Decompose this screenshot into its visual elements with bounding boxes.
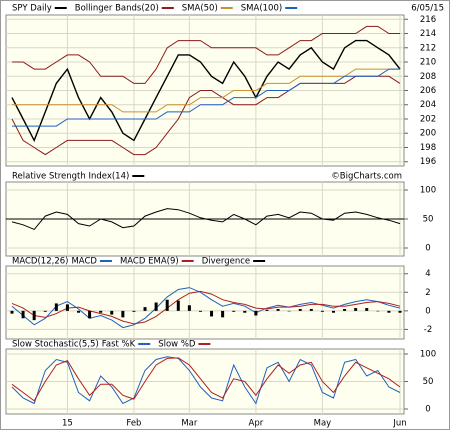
histogram-bar	[65, 304, 69, 311]
histogram-bar	[21, 310, 25, 319]
y-tick-label: 196	[420, 157, 436, 167]
series-line	[11, 356, 401, 405]
histogram-bar	[43, 310, 47, 312]
x-tick-label: Feb	[126, 419, 141, 429]
y-tick-label: 2	[425, 288, 430, 298]
y-tick-label: 100	[420, 186, 436, 196]
series-line	[12, 68, 400, 113]
legend-label: Divergence	[202, 257, 250, 267]
histogram-bar	[287, 310, 291, 312]
histogram-bar	[121, 310, 125, 318]
y-tick-label: 0	[425, 306, 430, 316]
x-tick-label: Jun	[392, 419, 406, 429]
legend-label: MACD	[71, 257, 97, 267]
histogram-bar	[143, 307, 147, 311]
legend-label: SMA(100)	[241, 4, 282, 14]
y-tick-label: 50	[423, 377, 434, 387]
histogram-bar	[154, 302, 158, 311]
legend-label: MACD EMA(9)	[120, 257, 179, 267]
y-tick-label: 0	[425, 244, 430, 254]
series-line-lower	[11, 75, 401, 156]
y-tick-label: 206	[420, 86, 436, 96]
y-tick-label: 4	[425, 269, 430, 279]
histogram-bar	[176, 300, 180, 311]
y-tick-label: -2	[424, 325, 432, 335]
series-line	[12, 25, 400, 84]
y-tick-label: 50	[423, 215, 434, 225]
histogram-bar	[221, 310, 225, 318]
histogram-bar	[54, 303, 58, 311]
histogram-bar	[387, 310, 391, 313]
y-tick-label: 100	[420, 350, 436, 360]
histogram-bar	[343, 309, 347, 311]
legend-label: SMA(50)	[182, 4, 218, 14]
y-tick-label: 202	[420, 114, 436, 124]
source-label: ©BigCharts.com	[331, 172, 402, 182]
histogram-bar	[298, 309, 302, 311]
legend-label: Fast %K	[102, 340, 136, 350]
panel-title: Slow Stochastic(5,5)	[12, 340, 99, 350]
histogram-bar	[32, 310, 36, 321]
x-tick-label: Apr	[249, 419, 264, 429]
legend-label: Slow %D	[158, 340, 196, 350]
histogram-bar	[132, 310, 136, 312]
series-line	[11, 208, 401, 231]
histogram-bar	[331, 310, 335, 313]
y-tick-label: 212	[420, 43, 436, 53]
histogram-bar	[243, 310, 247, 313]
histogram-bar	[198, 310, 202, 312]
histogram-bar	[187, 305, 191, 311]
panel	[5, 265, 405, 340]
panel-title: MACD(12,26)	[12, 257, 68, 267]
histogram-bar	[210, 310, 214, 317]
histogram-bar	[77, 310, 81, 313]
histogram-bar	[309, 309, 313, 311]
y-tick-label: 200	[420, 129, 436, 139]
series-line	[11, 39, 401, 143]
y-tick-label: 198	[420, 143, 436, 153]
y-tick-label: 216	[420, 15, 436, 25]
histogram-bar	[376, 310, 380, 312]
histogram-bar	[398, 310, 402, 313]
legend-label: SPY Daily	[12, 4, 52, 14]
series-line	[11, 290, 401, 325]
y-tick-label: 210	[420, 58, 436, 68]
histogram-bar	[88, 310, 92, 319]
histogram-bar	[110, 310, 114, 315]
histogram-bar	[320, 310, 324, 312]
histogram-bar	[276, 309, 280, 311]
histogram-bar	[165, 299, 169, 311]
series-line	[12, 68, 400, 127]
histogram-bar	[254, 310, 258, 316]
x-tick-label: Mar	[181, 419, 198, 429]
date-label: 6/05/15	[411, 4, 444, 14]
legend-label: Bollinger Bands(20)	[75, 4, 159, 14]
x-tick-label: 15	[62, 419, 73, 429]
histogram-bar	[365, 308, 369, 311]
histogram-bar	[354, 308, 358, 311]
y-tick-label: 0	[425, 405, 430, 415]
histogram-bar	[265, 309, 269, 311]
y-tick-label: 208	[420, 72, 436, 82]
histogram-bar	[232, 310, 236, 312]
series-line	[11, 357, 401, 402]
x-tick-label: May	[314, 419, 332, 429]
histogram-bar	[10, 310, 14, 314]
panel-title: Relative Strength Index(14)	[12, 172, 129, 182]
y-tick-label: 204	[420, 100, 436, 110]
histogram-bar	[99, 310, 103, 313]
y-tick-label: 214	[420, 29, 436, 39]
